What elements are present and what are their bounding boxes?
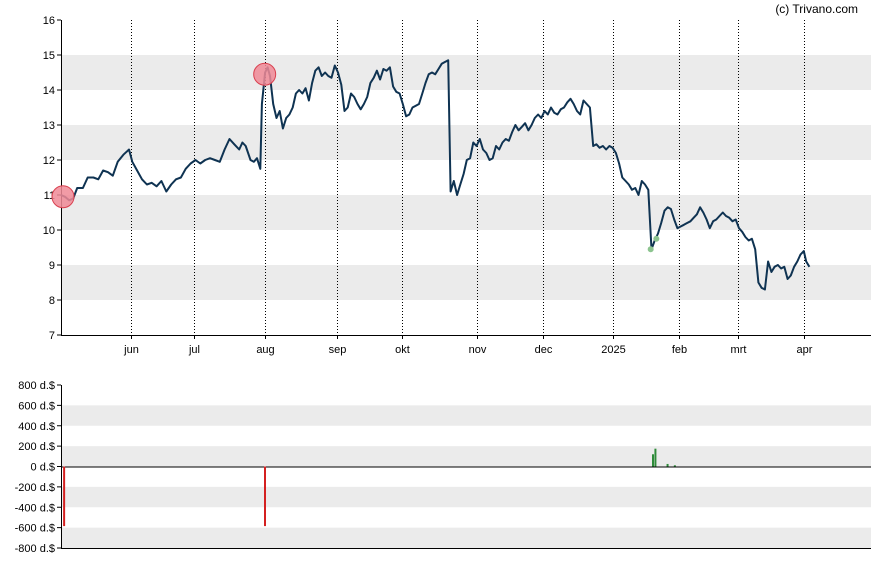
- volume-y-tick-label: -600 d.$: [15, 523, 55, 535]
- volume-y-tick-label: -800 d.$: [15, 543, 55, 555]
- volume-y-tick-label: 600 d.$: [18, 400, 55, 412]
- x-tick-label: okt: [395, 344, 410, 356]
- y-tick-label: 14: [43, 85, 55, 97]
- volume-y-tick-label: 800 d.$: [18, 380, 55, 392]
- x-tick-label: jun: [123, 344, 139, 356]
- x-tick-label: dec: [535, 344, 553, 356]
- copyright-label: (c) Trivano.com: [775, 2, 858, 16]
- price-line: [60, 59, 811, 291]
- y-tick-label: 9: [49, 260, 55, 272]
- volume-band: [61, 446, 871, 467]
- volume-band: [61, 405, 871, 426]
- price-band: [61, 195, 871, 230]
- insider-dot: [647, 246, 654, 253]
- x-tick-label: aug: [256, 344, 274, 356]
- y-tick-label: 10: [43, 225, 55, 237]
- x-tick-label: apr: [797, 344, 813, 356]
- x-tick-label: feb: [672, 344, 687, 356]
- y-tick-label: 12: [43, 155, 55, 167]
- trade-marker: [253, 62, 277, 86]
- volume-band: [61, 527, 871, 548]
- price-band: [61, 125, 871, 160]
- volume-y-tick-label: 200 d.$: [18, 441, 55, 453]
- y-tick-label: 15: [43, 50, 55, 62]
- y-tick-label: 13: [43, 120, 55, 132]
- price-band: [61, 55, 871, 90]
- volume-y-tick-label: -200 d.$: [15, 482, 55, 494]
- x-tick-label: mrt: [731, 344, 747, 356]
- volume-y-tick-label: 0 d.$: [31, 462, 55, 474]
- volume-y-tick-label: 400 d.$: [18, 421, 55, 433]
- x-tick-label: sep: [329, 344, 347, 356]
- y-tick-label: 7: [49, 330, 55, 342]
- trade-marker: [51, 185, 75, 209]
- volume-band: [61, 486, 871, 508]
- x-tick-label: 2025: [601, 344, 625, 356]
- y-tick-label: 16: [43, 15, 55, 27]
- price-band: [61, 265, 871, 300]
- volume-y-tick-label: -400 d.$: [15, 502, 55, 514]
- y-tick-label: 8: [49, 295, 55, 307]
- x-tick-label: jul: [188, 344, 200, 356]
- insider-dot: [653, 235, 660, 242]
- y-tick-label: 11: [44, 190, 55, 202]
- x-tick-label: nov: [469, 344, 487, 356]
